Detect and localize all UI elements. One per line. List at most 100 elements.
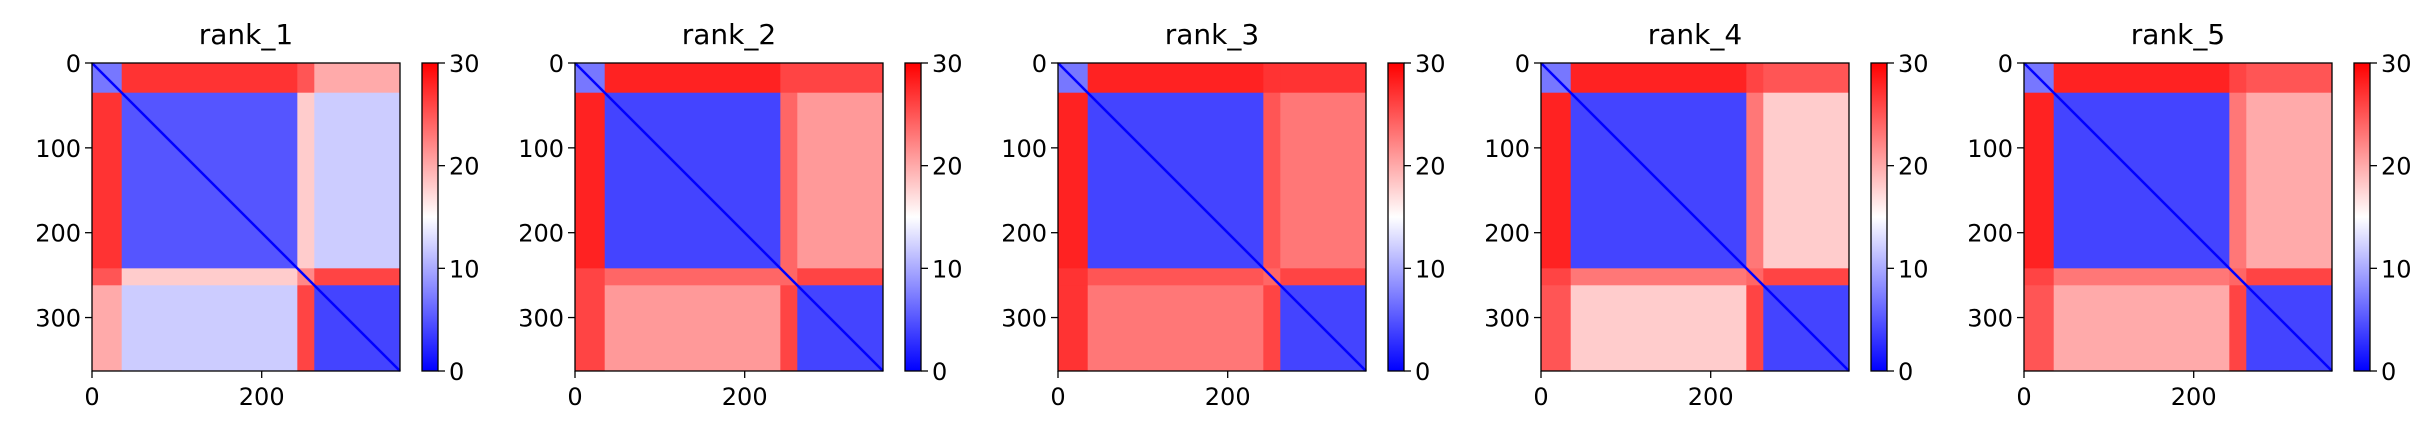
colorbar-tick-label: 0 <box>449 358 464 386</box>
y-tick-label: 300 <box>35 305 81 333</box>
heatmap-cell <box>2024 285 2055 372</box>
axes-frame <box>2023 62 2333 372</box>
colorbar <box>904 62 922 372</box>
heatmap-cell <box>297 63 315 94</box>
x-tick-label: 200 <box>2171 383 2217 411</box>
colorbar <box>2353 62 2371 372</box>
y-tick-label: 300 <box>1967 305 2013 333</box>
heatmap-panel-4: rank_4 0 100 200 300 0 200 0 10 20 30 <box>1484 18 1928 411</box>
heatmap-cell <box>1087 268 1264 286</box>
heatmap-cell <box>121 268 298 286</box>
heatmap-cell <box>780 92 798 269</box>
x-tick-label: 0 <box>567 383 582 411</box>
heatmap-cell <box>1570 285 1747 372</box>
heatmap-cell <box>2024 92 2055 269</box>
y-tick-label: 200 <box>35 220 81 248</box>
heatmap-cell <box>1763 63 1850 94</box>
axes-frame <box>574 62 884 372</box>
heatmap-panel-2: rank_2 0 100 200 300 0 200 0 10 20 30 <box>518 18 962 411</box>
colorbar-tick-label: 30 <box>1415 50 1446 78</box>
heatmap-cell <box>1280 268 1367 286</box>
chart-title: rank_1 <box>199 18 293 51</box>
colorbar-tick-label: 20 <box>932 153 963 181</box>
heatmap-cell <box>1087 285 1264 372</box>
y-tick-label: 100 <box>1484 135 1530 163</box>
y-tick-label: 200 <box>518 220 564 248</box>
heatmap-cell <box>575 285 606 372</box>
colorbar-tick-label: 10 <box>449 255 480 283</box>
colorbar-tick-label: 30 <box>932 50 963 78</box>
heatmap-cell <box>575 92 606 269</box>
heatmap-cell <box>1263 92 1281 269</box>
axes-frame <box>1540 62 1850 372</box>
heatmap-diagonal <box>91 62 401 372</box>
heatmap-cell <box>575 268 606 286</box>
heatmap-cell <box>1087 63 1264 94</box>
colorbar-tick-label: 0 <box>2381 358 2396 386</box>
heatmap-diagonal <box>1057 62 1367 372</box>
heatmap-cell <box>1263 63 1281 94</box>
colorbar-tick-label: 10 <box>2381 255 2412 283</box>
heatmap-cell <box>1541 285 1572 372</box>
heatmap-diagonal <box>574 62 884 372</box>
colorbar-tick-label: 10 <box>1415 255 1446 283</box>
y-tick-label: 0 <box>549 50 564 78</box>
heatmap-cell <box>314 268 401 286</box>
colorbar-tick-label: 0 <box>1898 358 1913 386</box>
colorbar-tick-label: 30 <box>449 50 480 78</box>
y-tick-label: 100 <box>35 135 81 163</box>
heatmap-cell <box>1541 268 1572 286</box>
x-tick-label: 200 <box>722 383 768 411</box>
colorbar-tick-label: 30 <box>2381 50 2412 78</box>
heatmap-cell <box>2246 268 2333 286</box>
heatmap-cell <box>314 63 401 94</box>
y-tick-label: 100 <box>518 135 564 163</box>
heatmap-cell <box>1280 63 1367 94</box>
heatmap-cell <box>92 92 123 269</box>
heatmap-diagonal <box>1540 62 1850 372</box>
heatmap-cell <box>780 63 798 94</box>
y-tick-label: 100 <box>1001 135 1047 163</box>
heatmap-cell <box>92 285 123 372</box>
y-tick-label: 0 <box>66 50 81 78</box>
colorbar-tick-label: 20 <box>1415 153 1446 181</box>
heatmap-panel-3: rank_3 0 100 200 300 0 200 0 10 20 30 <box>1001 18 1445 411</box>
heatmap-cell <box>2246 63 2333 94</box>
chart-title: rank_4 <box>1648 18 1742 51</box>
y-tick-label: 300 <box>518 305 564 333</box>
heatmap-cell <box>2229 63 2247 94</box>
heatmap-cell <box>314 92 401 269</box>
heatmap-cell <box>2229 285 2247 372</box>
heatmap-cell <box>2053 285 2230 372</box>
heatmap-cell <box>1746 92 1764 269</box>
colorbar-tick-label: 20 <box>2381 153 2412 181</box>
heatmap-cell <box>121 285 298 372</box>
colorbar-tick-label: 10 <box>932 255 963 283</box>
heatmap-cell <box>1058 285 1089 372</box>
heatmap-cell <box>604 285 781 372</box>
colorbar-tick-label: 0 <box>1415 358 1430 386</box>
chart-title: rank_3 <box>1165 18 1259 51</box>
heatmap-cell <box>2053 268 2230 286</box>
heatmap-panel-1: rank_1 0 100 200 300 0 200 0 10 20 30 <box>35 18 479 411</box>
heatmap-cell <box>297 285 315 372</box>
heatmap-cell <box>92 268 123 286</box>
heatmap-cell <box>797 92 884 269</box>
x-tick-label: 200 <box>1688 383 1734 411</box>
heatmap-cell <box>2229 92 2247 269</box>
chart-title: rank_2 <box>682 18 776 51</box>
x-tick-label: 200 <box>239 383 285 411</box>
axes-frame <box>1057 62 1367 372</box>
colorbar-tick-label: 30 <box>1898 50 1929 78</box>
y-tick-label: 200 <box>1001 220 1047 248</box>
y-tick-label: 200 <box>1484 220 1530 248</box>
heatmap-cell <box>2053 63 2230 94</box>
colorbar <box>1870 62 1888 372</box>
heatmap-cell <box>1746 63 1764 94</box>
colorbar-tick-label: 0 <box>932 358 947 386</box>
heatmap-cell <box>1570 268 1747 286</box>
chart-title: rank_5 <box>2131 18 2225 51</box>
colorbar-tick-label: 20 <box>1898 153 1929 181</box>
heatmap-cell <box>797 63 884 94</box>
heatmap-cell <box>1280 92 1367 269</box>
